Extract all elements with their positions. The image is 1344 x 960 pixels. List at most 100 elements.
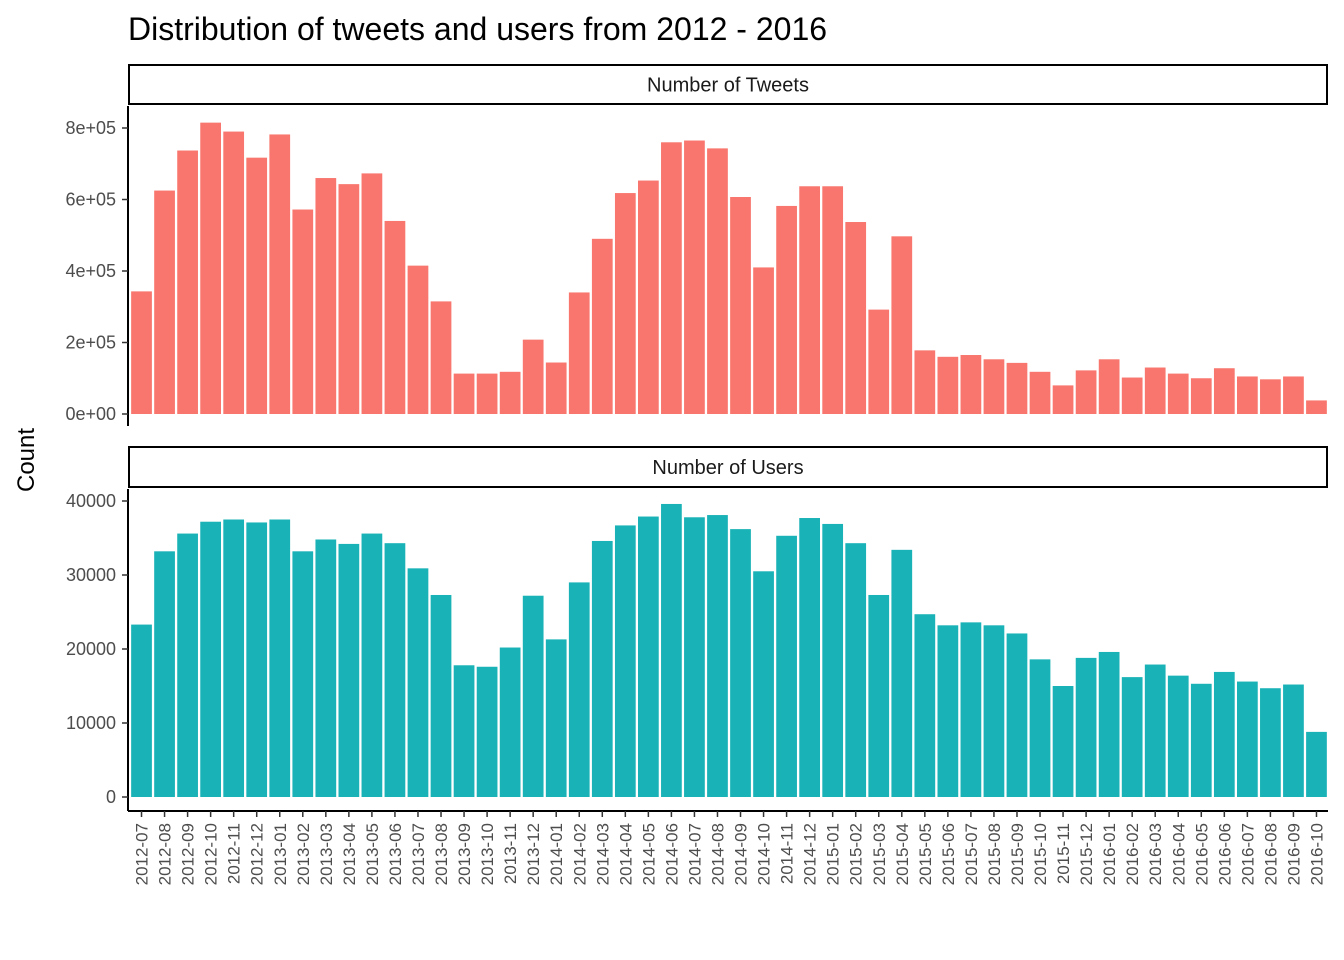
- y-tick-label: 4e+05: [65, 261, 116, 281]
- bar-2015-02: [845, 543, 867, 797]
- bar-2016-09: [1283, 684, 1304, 797]
- x-tick-label: 2014-06: [662, 823, 681, 885]
- x-tick-label: 2016-07: [1238, 823, 1257, 885]
- bar-2012-09: [177, 150, 198, 414]
- y-tick-label: 30000: [66, 565, 116, 585]
- bar-2014-03: [591, 540, 613, 797]
- bar-2012-10: [200, 122, 221, 414]
- x-tick-label: 2015-02: [847, 823, 866, 885]
- x-tick-label: 2013-08: [432, 823, 451, 885]
- bar-2015-09: [1006, 633, 1028, 797]
- bar-2013-09: [453, 373, 475, 414]
- x-tick-label: 2016-10: [1307, 823, 1326, 885]
- bar-2012-09: [177, 533, 198, 797]
- bar-2015-11: [1052, 385, 1074, 414]
- bar-2014-11: [776, 535, 797, 797]
- x-tick-label: 2013-10: [478, 823, 497, 885]
- bar-2014-03: [591, 238, 613, 414]
- y-axis-label: Count: [13, 428, 40, 492]
- bar-2015-01: [822, 186, 844, 414]
- bar-2016-05: [1190, 378, 1212, 414]
- x-tick-label: 2013-05: [363, 823, 382, 885]
- y-tick-label: 20000: [66, 639, 116, 659]
- x-tick-label: 2013-04: [340, 823, 359, 885]
- x-tick-label: 2012-07: [133, 823, 152, 885]
- x-tick-label: 2015-05: [916, 823, 935, 885]
- bar-2013-08: [430, 594, 452, 797]
- x-tick-label: 2016-08: [1261, 823, 1280, 885]
- bar-2014-10: [753, 267, 774, 414]
- y-tick-label: 2e+05: [65, 333, 116, 353]
- bar-2013-03: [315, 539, 337, 797]
- x-tick-label: 2016-04: [1169, 823, 1188, 885]
- bar-2015-07: [960, 622, 982, 797]
- bar-2015-03: [868, 594, 890, 797]
- x-tick-label: 2014-12: [801, 823, 820, 885]
- bar-2015-11: [1052, 686, 1074, 797]
- bar-2016-03: [1144, 664, 1166, 797]
- x-tick-label: 2016-01: [1100, 823, 1119, 885]
- bar-2013-10: [476, 373, 498, 414]
- bar-2012-11: [223, 519, 245, 797]
- bar-2013-12: [522, 595, 544, 797]
- bar-2013-03: [315, 178, 337, 414]
- bar-2015-10: [1029, 659, 1051, 797]
- bar-2015-01: [822, 523, 844, 797]
- x-tick-label: 2013-02: [294, 823, 313, 885]
- x-tick-label: 2015-11: [1054, 823, 1073, 884]
- x-tick-label: 2014-01: [547, 823, 566, 885]
- bar-2013-07: [407, 568, 429, 797]
- bar-2012-12: [246, 522, 268, 797]
- bar-2014-09: [730, 197, 751, 414]
- x-tick-label: 2016-09: [1284, 823, 1303, 885]
- bar-2013-11: [499, 371, 521, 414]
- bar-2013-05: [361, 533, 383, 797]
- bar-2014-04: [614, 193, 636, 414]
- x-tick-label: 2013-12: [524, 823, 543, 885]
- facet-panel-2: Number of Users 0 10000 20000 30000 40000 2012…: [66, 446, 1328, 885]
- bar-2015-02: [845, 222, 867, 414]
- x-tick-label: 2015-01: [824, 823, 843, 885]
- bar-2012-08: [154, 551, 175, 797]
- x-tick-label: 2013-11: [501, 823, 520, 884]
- bar-2015-06: [937, 356, 959, 414]
- facet-strip: [128, 64, 1328, 105]
- bar-2013-05: [361, 173, 383, 414]
- x-tick-label: 2014-05: [639, 823, 658, 885]
- bar-2016-06: [1213, 368, 1235, 414]
- bar-2012-07: [131, 291, 152, 414]
- bar-2015-09: [1006, 362, 1028, 414]
- y-tick-label: 8e+05: [65, 118, 116, 138]
- bar-2016-08: [1260, 688, 1281, 797]
- chart-title: Distribution of tweets and users from 20…: [128, 11, 827, 47]
- bar-2013-12: [522, 339, 544, 414]
- bar-2015-03: [868, 309, 890, 414]
- x-tick-label: 2013-01: [271, 823, 290, 885]
- bar-2013-04: [338, 184, 360, 414]
- bar-2013-06: [384, 220, 406, 414]
- bar-2013-08: [430, 301, 452, 414]
- bar-2015-07: [960, 355, 982, 414]
- bar-2013-07: [407, 265, 429, 414]
- bar-2014-11: [776, 205, 797, 414]
- x-tick-label: 2014-08: [708, 823, 727, 885]
- bar-2013-04: [338, 543, 360, 797]
- x-tick-label: 2014-02: [570, 823, 589, 885]
- bar-2014-05: [638, 180, 659, 414]
- x-tick-label: 2014-07: [685, 823, 704, 885]
- x-tick-label: 2015-04: [893, 823, 912, 885]
- x-tick-label: 2016-02: [1123, 823, 1142, 885]
- bar-2016-07: [1237, 376, 1258, 414]
- x-tick-label: 2015-10: [1031, 823, 1050, 885]
- x-tick-label: 2016-05: [1192, 823, 1211, 885]
- facet-strip-label: Number of Tweets: [647, 75, 809, 97]
- x-tick-label: 2012-10: [202, 823, 221, 885]
- bar-2013-02: [292, 551, 314, 797]
- bar-2013-09: [453, 665, 475, 797]
- bar-2014-01: [545, 639, 567, 797]
- x-tick-label: 2013-06: [386, 823, 405, 885]
- bar-2014-10: [753, 571, 774, 797]
- bar-2013-01: [269, 519, 291, 797]
- bar-2014-01: [545, 362, 567, 414]
